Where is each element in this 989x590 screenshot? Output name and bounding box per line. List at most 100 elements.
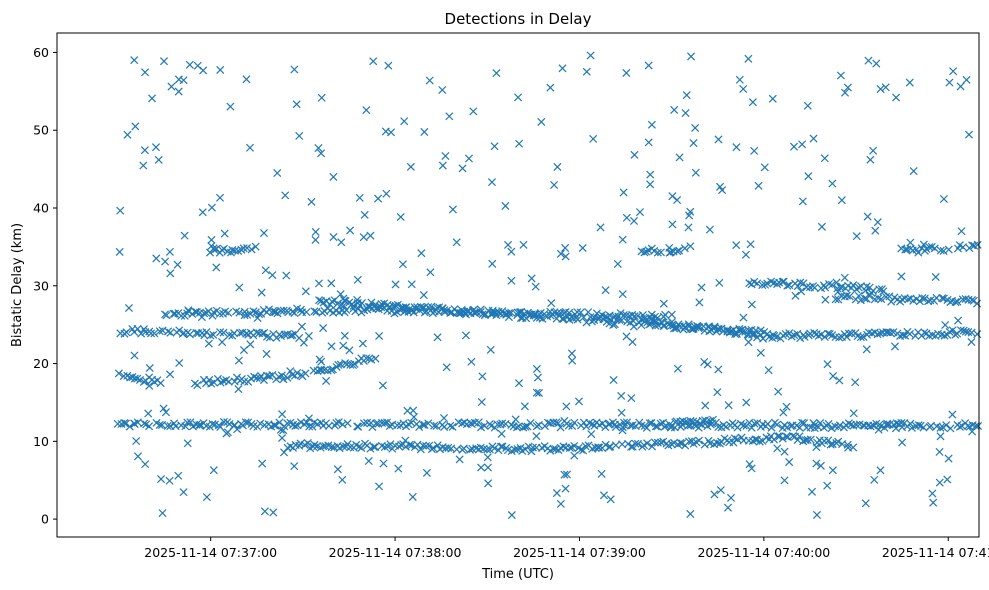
data-point-marker	[823, 360, 832, 369]
data-point-marker	[827, 280, 836, 289]
data-point-marker	[276, 306, 286, 315]
data-point-marker	[122, 328, 131, 337]
data-point-marker	[162, 311, 171, 320]
data-point-marker	[164, 327, 173, 336]
data-point-marker	[317, 149, 326, 158]
data-point-marker	[439, 413, 449, 423]
data-point-marker	[239, 346, 249, 355]
data-point-marker	[514, 93, 523, 102]
data-point-marker	[130, 374, 139, 383]
data-point-marker	[417, 249, 426, 258]
data-point-marker	[714, 422, 723, 432]
data-point-marker	[276, 425, 285, 434]
data-point-marker	[382, 189, 391, 198]
data-point-marker	[610, 420, 620, 429]
data-point-marker	[314, 144, 323, 153]
data-point-marker	[939, 194, 948, 203]
data-point-marker	[515, 308, 524, 317]
data-point-marker	[954, 316, 963, 325]
data-point-marker	[369, 57, 378, 66]
data-point-marker	[756, 330, 765, 339]
data-point-marker	[426, 268, 435, 277]
data-point-marker	[785, 458, 794, 467]
data-point-marker	[229, 421, 238, 430]
data-point-marker	[840, 273, 849, 282]
data-point-marker	[609, 375, 618, 385]
y-tick-label: 20	[33, 356, 49, 371]
data-point-marker	[234, 385, 243, 394]
data-point-marker	[166, 328, 175, 337]
data-point-marker	[824, 436, 833, 445]
data-point-marker	[627, 394, 636, 403]
data-point-marker	[155, 327, 164, 336]
data-point-marker	[909, 167, 918, 176]
data-point-marker	[519, 240, 528, 249]
data-point-marker	[675, 153, 684, 162]
data-point-marker	[123, 130, 132, 139]
data-point-marker	[124, 303, 133, 313]
data-point-marker	[653, 248, 662, 257]
data-point-marker	[840, 88, 850, 97]
data-point-marker	[478, 372, 487, 381]
data-point-marker	[741, 250, 750, 259]
plot-frame	[56, 32, 980, 538]
data-point-marker	[747, 300, 756, 309]
data-point-marker	[308, 422, 317, 431]
data-point-marker	[633, 439, 643, 448]
data-point-marker	[264, 305, 273, 314]
data-point-marker	[444, 443, 453, 452]
data-point-marker	[887, 297, 896, 306]
data-point-marker	[420, 308, 429, 317]
data-point-marker	[185, 330, 194, 339]
data-point-marker	[441, 151, 450, 161]
data-point-marker	[866, 155, 875, 164]
data-point-marker	[855, 420, 864, 429]
data-point-marker	[472, 308, 481, 317]
data-point-marker	[507, 276, 516, 285]
data-point-marker	[756, 348, 765, 357]
data-point-marker	[609, 320, 618, 329]
data-point-marker	[611, 422, 620, 431]
data-point-marker	[753, 333, 762, 342]
data-point-marker	[307, 197, 316, 206]
data-point-marker	[739, 84, 748, 93]
data-point-marker	[165, 476, 174, 485]
data-point-marker	[968, 295, 977, 305]
data-point-marker	[824, 419, 833, 428]
data-point-marker	[820, 154, 829, 163]
data-point-marker	[340, 331, 349, 340]
data-point-marker	[854, 291, 863, 300]
data-point-marker	[374, 194, 383, 203]
data-point-marker	[951, 298, 960, 307]
data-point-marker	[832, 278, 841, 287]
data-point-marker	[262, 332, 272, 341]
data-point-marker	[651, 422, 660, 431]
data-point-marker	[532, 432, 541, 441]
data-point-marker	[415, 423, 424, 432]
data-point-marker	[275, 418, 284, 427]
data-point-marker	[206, 331, 215, 340]
data-point-marker	[357, 308, 366, 317]
data-point-marker	[905, 329, 914, 338]
data-point-marker	[586, 51, 595, 60]
data-point-marker	[904, 295, 913, 304]
data-point-marker	[573, 315, 582, 324]
data-point-marker	[224, 377, 233, 386]
data-point-marker	[851, 378, 860, 387]
data-point-marker	[882, 421, 891, 430]
data-point-marker	[549, 445, 558, 454]
data-point-marker	[618, 290, 627, 299]
data-point-marker	[810, 421, 819, 430]
data-point-marker	[320, 365, 329, 375]
data-point-marker	[230, 329, 239, 338]
data-point-marker	[831, 295, 840, 304]
data-point-marker	[371, 442, 380, 451]
data-point-marker	[315, 296, 324, 305]
data-point-marker	[180, 231, 189, 240]
data-point-marker	[570, 418, 579, 427]
data-point-marker	[158, 509, 167, 518]
data-point-marker	[949, 67, 958, 76]
data-point-marker	[301, 287, 310, 296]
data-point-marker	[353, 295, 362, 304]
data-point-marker	[956, 326, 965, 335]
